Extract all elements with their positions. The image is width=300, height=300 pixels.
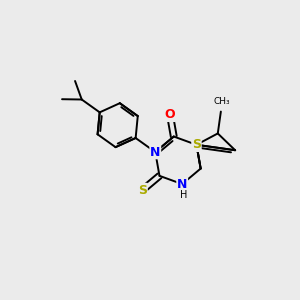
Text: S: S — [192, 138, 201, 151]
Text: S: S — [138, 184, 147, 196]
Text: H: H — [180, 190, 188, 200]
Text: O: O — [165, 108, 175, 121]
Text: N: N — [150, 146, 160, 158]
Text: CH₃: CH₃ — [214, 97, 231, 106]
Text: N: N — [177, 178, 188, 190]
